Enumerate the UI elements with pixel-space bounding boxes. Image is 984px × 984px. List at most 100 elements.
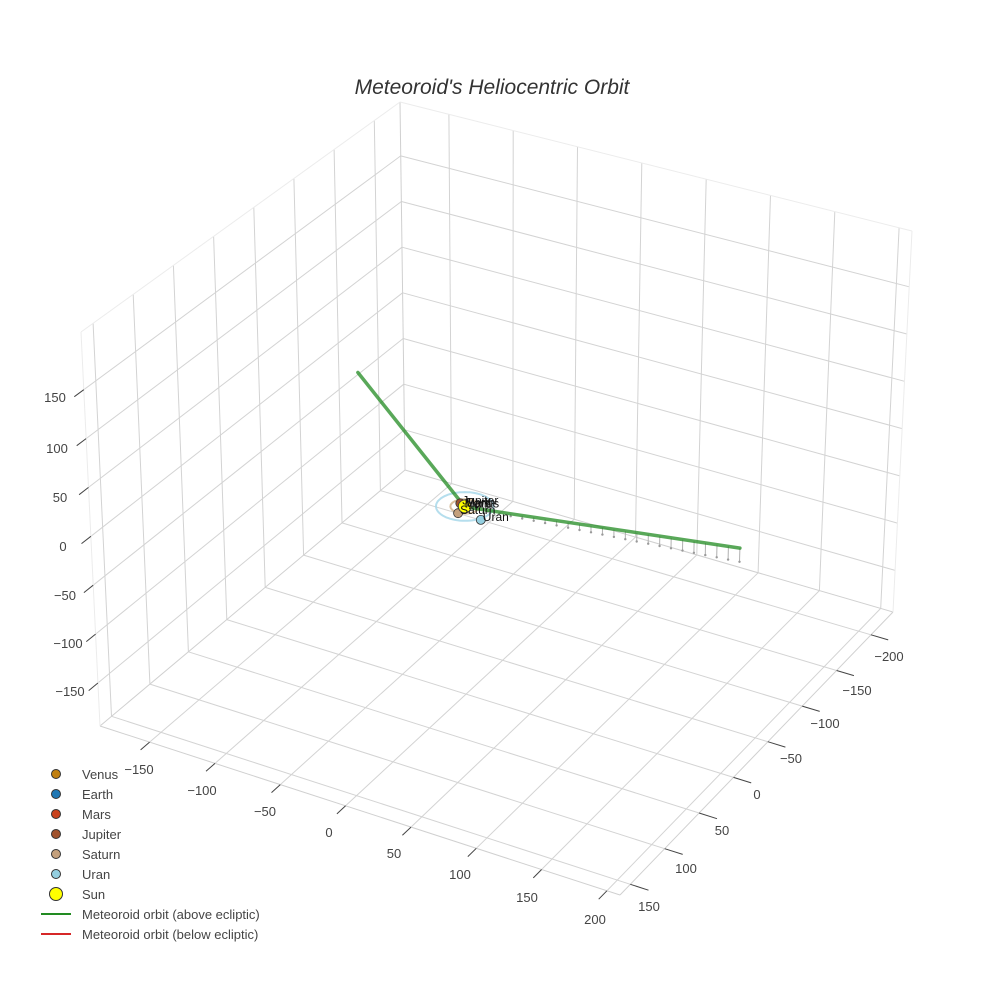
legend-label: Uran (82, 866, 111, 882)
grid-line (85, 201, 402, 439)
tick-mark (698, 812, 718, 820)
line-icon (36, 904, 82, 924)
grid-line (345, 536, 636, 807)
grid-line (373, 120, 381, 491)
z-tick-label: 100 (46, 441, 68, 456)
grid-line (757, 195, 771, 573)
legend-item-sun[interactable]: Sun (36, 884, 260, 904)
box-edges (80, 101, 913, 896)
grid-line (226, 619, 734, 778)
legend-item-jupiter[interactable]: Jupiter (36, 824, 260, 844)
grid-line (188, 651, 700, 814)
grid-line (149, 483, 452, 743)
y-tick-label: 200 (584, 912, 606, 927)
z-tick-label: −50 (53, 588, 77, 603)
drop-line-foot (612, 535, 616, 539)
grid-line (410, 554, 698, 828)
grid-line (573, 146, 578, 520)
drop-line-foot (715, 556, 718, 559)
y-tick-label: −100 (187, 783, 217, 798)
drop-line-foot (521, 517, 524, 520)
z-tick-label: 150 (44, 390, 66, 405)
tick-mark (664, 848, 683, 855)
marker-icon (36, 824, 82, 844)
tick-mark (598, 890, 608, 900)
grid-line (341, 522, 837, 671)
tick-mark (467, 847, 477, 857)
legend-item-venus[interactable]: Venus (36, 764, 260, 784)
sun-marker-icon (36, 884, 82, 904)
box-edge (619, 611, 894, 896)
drop-line-foot (658, 544, 661, 548)
grid-line (448, 114, 453, 484)
legend: Venus Earth Mars Jupiter Saturn Uran Sun (36, 764, 260, 944)
tick-mark (271, 784, 281, 793)
tick-mark (802, 705, 820, 712)
legend-item-earth[interactable]: Earth (36, 784, 260, 804)
grid-lines (83, 114, 910, 892)
grid-line (401, 201, 908, 335)
drop-line-foot (566, 526, 570, 529)
chart-title: Meteoroid's Heliocentric Orbit (354, 76, 630, 99)
tick-mark (88, 682, 99, 691)
box-edge (99, 725, 621, 896)
grid-line (403, 338, 900, 477)
grid-line (635, 162, 643, 538)
grid-line (402, 292, 903, 430)
legend-label: Mars (82, 806, 111, 822)
drop-line-foot (738, 560, 741, 563)
tick-mark (85, 633, 96, 642)
grid-line (333, 149, 343, 523)
drop-line-foot (589, 531, 593, 534)
planet-label: Mars (465, 497, 492, 511)
grid-line (401, 246, 905, 382)
box-edge (80, 101, 401, 333)
grid-line (213, 236, 228, 620)
marker-icon (36, 784, 82, 804)
grid-line (90, 292, 403, 537)
grid-line (404, 429, 896, 571)
marker-icon (36, 764, 82, 784)
grid-line (279, 518, 575, 785)
x-tick-label: 100 (675, 861, 697, 876)
legend-item-saturn[interactable]: Saturn (36, 844, 260, 864)
legend-item-uran[interactable]: Uran (36, 864, 260, 884)
legend-label: Meteoroid orbit (above ecliptic) (82, 906, 260, 922)
legend-label: Saturn (82, 846, 121, 862)
axis-ticks (74, 389, 889, 900)
grid-line (149, 683, 665, 850)
grid-line (92, 323, 112, 717)
y-tick-label: −150 (124, 762, 154, 777)
grid-line (92, 338, 404, 586)
grid-line (475, 572, 759, 849)
drop-line-foot (601, 533, 604, 536)
drop-line-foot (704, 553, 707, 557)
box-edge (99, 469, 406, 727)
x-tick-label: 0 (753, 787, 761, 802)
sun-marker (457, 499, 472, 514)
legend-label: Venus (82, 766, 119, 782)
legend-item-mars[interactable]: Mars (36, 804, 260, 824)
drop-line-foot (726, 558, 730, 561)
drop-line-foot (624, 538, 627, 541)
drop-line-foot (692, 551, 696, 554)
grid-line (403, 383, 898, 524)
tick-mark (630, 883, 649, 891)
grid-line (880, 227, 900, 609)
legend-item-orbit-above[interactable]: Meteoroid orbit (above ecliptic) (36, 904, 260, 924)
planet-label: Uran (483, 510, 509, 524)
tick-mark (83, 584, 94, 593)
grid-line (214, 501, 514, 764)
grid-line (253, 207, 266, 588)
tick-mark (733, 776, 752, 784)
legend-item-orbit-below[interactable]: Meteoroid orbit (below ecliptic) (36, 924, 260, 944)
tick-mark (81, 535, 92, 544)
x-tick-label: −200 (874, 649, 904, 664)
marker-icon (36, 864, 82, 884)
planet-label: Earth (466, 496, 495, 510)
marker-icon (36, 844, 82, 864)
meteoroid-orbit-line (356, 370, 742, 550)
planet-label: Venus (466, 497, 499, 511)
